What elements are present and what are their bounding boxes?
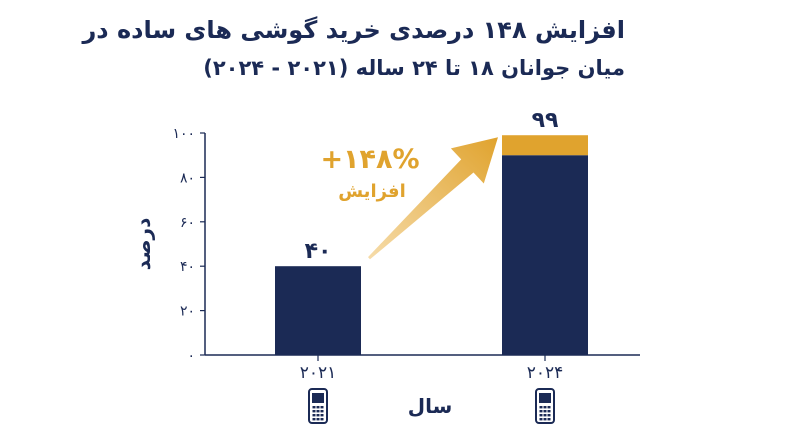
bar-1 [275,266,361,355]
y-tick-label: ۲۰ [180,304,195,320]
annotation-text: افزایش [338,181,406,202]
y-tick-label: ۸۰ [180,170,195,186]
chart-subtitle: میان جوانان ۱۸ تا ۲۴ ساله (۲۰۲۱ - ۲۰۲۴) [203,56,625,80]
y-tick-label: ۱۰۰ [172,126,195,142]
phone-icon [535,388,555,424]
data-label: ۹۹ [532,108,559,133]
increase-arrow [368,137,498,260]
y-axis-label: درصد [131,218,155,271]
bar-2-highlight-segment [502,135,588,156]
x-axis-label: سال [408,394,453,418]
data-label: ۴۰ [305,239,332,264]
bar-2 [502,155,588,355]
phone-icon [308,388,328,424]
chart-title: افزایش ۱۴۸ درصدی خرید گوشی های ساده در [82,16,625,44]
x-tick-label: ۲۰۲۱ [300,363,337,383]
annotation-value: +۱۴۸% [320,144,419,175]
y-tick-label: ۶۰ [180,215,195,231]
y-tick-label: ۰ [187,348,195,364]
x-tick-label: ۲۰۲۴ [527,363,564,383]
y-tick-label: ۴۰ [180,259,195,275]
